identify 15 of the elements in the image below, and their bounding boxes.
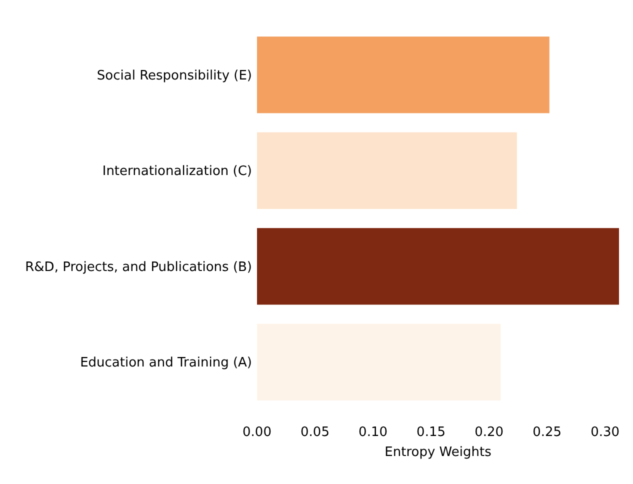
bar [257, 36, 550, 114]
y-tick-label: Education and Training (A) [80, 356, 252, 371]
bar [257, 228, 619, 305]
x-tick-label: 0.10 [358, 425, 388, 440]
x-tick-label: 0.15 [416, 425, 446, 440]
y-tick-label: Internationalization (C) [102, 164, 252, 180]
x-axis-title: Entropy Weights [384, 445, 492, 460]
x-tick-label: 0.05 [300, 425, 330, 440]
bar [257, 132, 517, 209]
x-tick-label: 0.30 [590, 425, 620, 440]
x-tick-label: 0.25 [532, 425, 562, 440]
x-tick-label: 0.20 [474, 425, 504, 440]
y-tick-label: Social Responsibility (E) [96, 68, 252, 84]
y-tick-label: R&D, Projects, and Publications (B) [25, 260, 252, 275]
x-tick-label: 0.00 [242, 425, 272, 440]
